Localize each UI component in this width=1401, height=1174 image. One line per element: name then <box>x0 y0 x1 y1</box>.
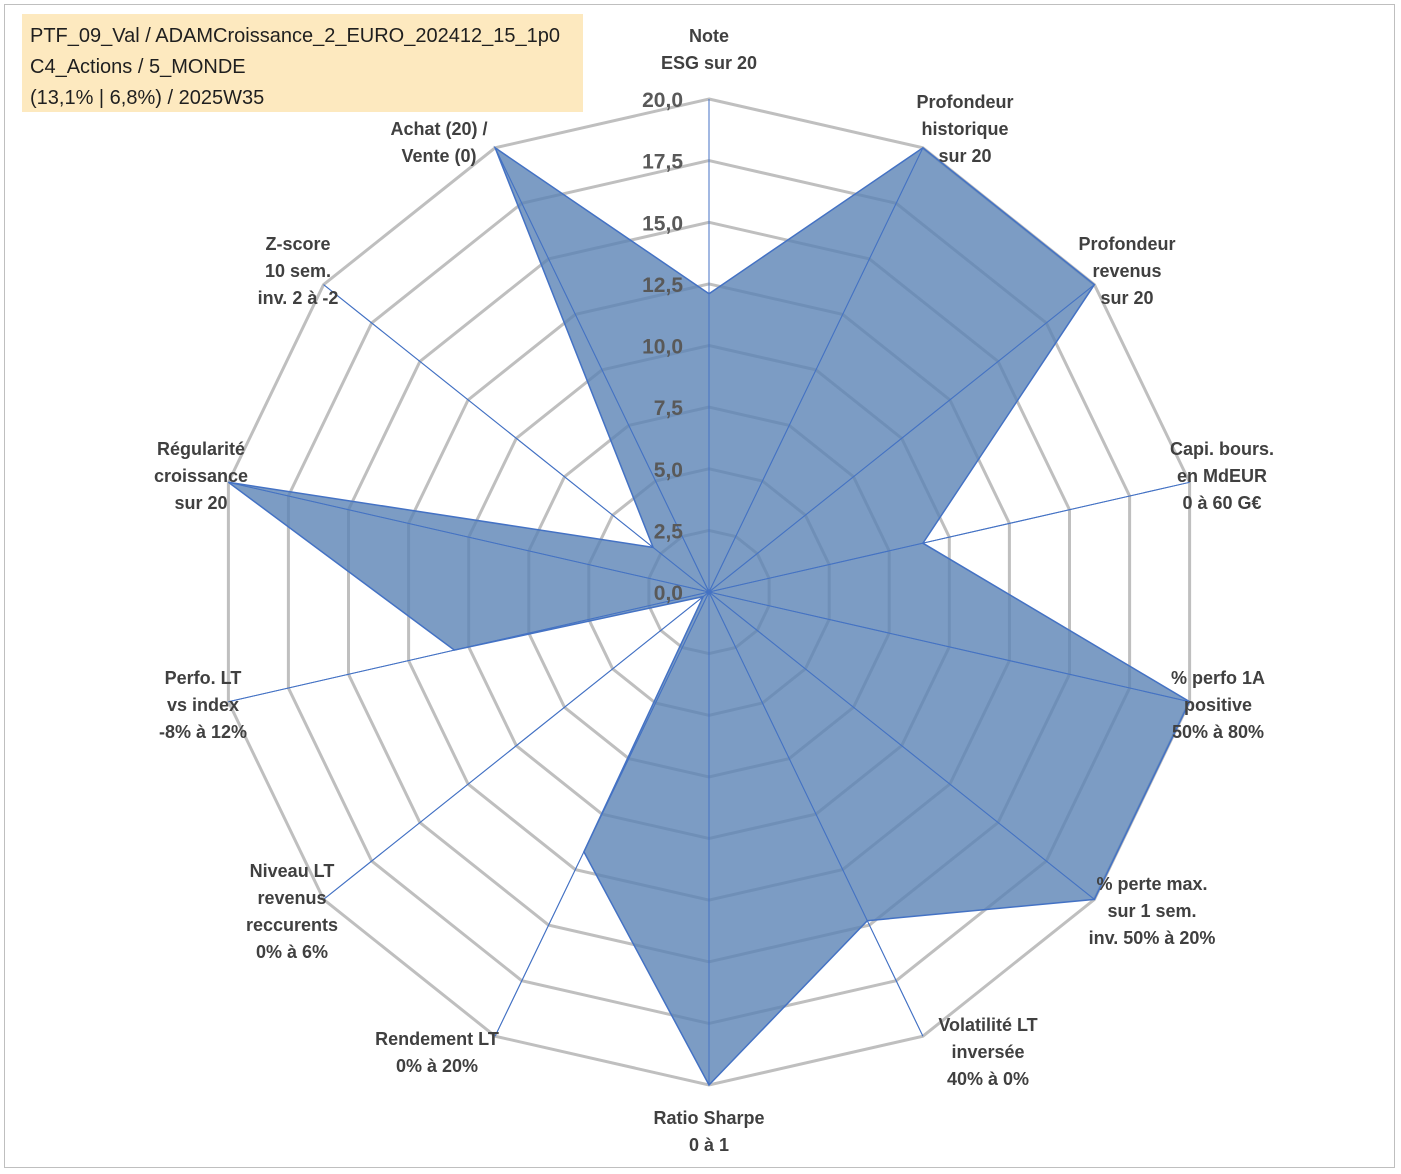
axis-spoke-overlay <box>494 147 710 593</box>
chart-frame <box>4 4 1395 1168</box>
axis-spoke-overlay <box>323 591 710 900</box>
tick-label: 12,5 <box>642 274 683 297</box>
asset-class: C4_Actions / 5_MONDE <box>30 56 246 78</box>
axis-label: Volatilité LT inversée 40% à 0% <box>938 1015 1037 1089</box>
portfolio-name: PTF_09_Val / ADAMCroissance_2_EURO_20241… <box>30 25 560 47</box>
axis-spoke-overlay <box>708 591 1190 703</box>
axis-label-line: Rendement LT <box>375 1029 499 1049</box>
axis-label-line: % perte max. <box>1096 874 1207 894</box>
axis-label: Régularité croissance sur 20 <box>154 439 248 513</box>
radial-tick-labels: 0,0 2,5 5,0 7,5 10,0 12,5 15,0 17,5 20,0 <box>642 89 683 605</box>
tick-label: 10,0 <box>642 336 683 359</box>
axis-label-line: Capi. bours. <box>1170 439 1274 459</box>
tick-label: 20,0 <box>642 89 683 112</box>
tick-label: 0,0 <box>654 582 683 605</box>
axis-label-line: Note <box>689 26 729 46</box>
axis-label-line: -8% à 12% <box>159 722 247 742</box>
axis-spoke-overlay <box>708 591 924 1037</box>
axis-label-line: Vente (0) <box>401 146 476 166</box>
axis-label-line: 40% à 0% <box>947 1069 1029 1089</box>
axis-label-line: 50% à 80% <box>1172 722 1264 742</box>
axis-label-line: inversée <box>951 1042 1024 1062</box>
axis-label-line: revenus <box>257 888 326 908</box>
axis-spoke-overlay <box>494 591 710 1037</box>
axis-spoke-overlay <box>708 591 1095 900</box>
axis-label-line: positive <box>1184 695 1252 715</box>
axis-label-line: inv. 2 à -2 <box>258 288 339 308</box>
axis-label-line: vs index <box>167 695 239 715</box>
axis-label-line: historique <box>921 119 1008 139</box>
axis-label-line: Profondeur <box>1079 234 1176 254</box>
axis-label: Profondeur historique sur 20 <box>917 92 1014 166</box>
axis-spoke-overlay <box>228 591 710 703</box>
axis-label-line: sur 20 <box>1100 288 1153 308</box>
axis-label-line: Z-score <box>265 234 330 254</box>
axis-label: Niveau LT revenus reccurents 0% à 6% <box>246 861 338 962</box>
axis-label: Note ESG sur 20 <box>661 26 757 73</box>
axis-label: % perte max. sur 1 sem. inv. 50% à 20% <box>1089 874 1216 948</box>
axis-labels: Note ESG sur 20 Profondeur historique sur 20… <box>154 26 1274 1155</box>
axis-label-line: Profondeur <box>917 92 1014 112</box>
axis-label-line: sur 20 <box>938 146 991 166</box>
axis-label-line: sur 1 sem. <box>1107 901 1196 921</box>
tick-label: 5,0 <box>654 459 683 482</box>
axis-label-line: 0% à 20% <box>396 1056 478 1076</box>
axis-label: Z-score 10 sem. inv. 2 à -2 <box>258 234 339 308</box>
portfolio-info-box: PTF_09_Val / ADAMCroissance_2_EURO_20241… <box>22 14 583 112</box>
axis-spoke-overlay <box>708 481 1190 593</box>
axis-label-line: Volatilité LT <box>938 1015 1037 1035</box>
axis-label-line: 10 sem. <box>265 261 331 281</box>
axis-label-line: revenus <box>1092 261 1161 281</box>
axis-label-line: en MdEUR <box>1177 466 1267 486</box>
axis-label-line: Perfo. LT <box>165 668 242 688</box>
axis-label-line: Ratio Sharpe <box>653 1108 764 1128</box>
axis-label: Rendement LT 0% à 20% <box>375 1029 499 1076</box>
axis-label-line: croissance <box>154 466 248 486</box>
axis-spoke-overlay <box>708 147 924 593</box>
tick-label: 2,5 <box>654 520 684 543</box>
axis-label: Perfo. LT vs index -8% à 12% <box>159 668 247 742</box>
axis-label: Capi. bours. en MdEUR 0 à 60 G€ <box>1170 439 1274 513</box>
axis-spoke-overlay <box>228 481 710 593</box>
tick-label: 7,5 <box>654 397 684 420</box>
axis-label-line: % perfo 1A <box>1171 668 1265 688</box>
axis-label: Profondeur revenus sur 20 <box>1079 234 1176 308</box>
axis-spoke-overlay <box>323 284 710 593</box>
axis-label-line: sur 20 <box>174 493 227 513</box>
axis-label: % perfo 1A positive 50% à 80% <box>1171 668 1265 742</box>
tick-label: 17,5 <box>642 151 683 174</box>
axis-label-line: 0% à 6% <box>256 942 328 962</box>
axis-spoke-overlay <box>708 284 1095 593</box>
axis-label-line: reccurents <box>246 915 338 935</box>
axis-label-line: 0 à 1 <box>689 1135 729 1155</box>
axis-label-line: Achat (20) / <box>390 119 487 139</box>
axis-label-line: Niveau LT <box>250 861 335 881</box>
axis-label-line: inv. 50% à 20% <box>1089 928 1216 948</box>
axis-label-line: ESG sur 20 <box>661 53 757 73</box>
tick-label: 15,0 <box>642 212 683 235</box>
axis-label-line: Régularité <box>157 439 245 459</box>
radar-series <box>227 99 1191 1087</box>
performance-week: (13,1% | 6,8%) / 2025W35 <box>30 87 265 109</box>
axis-label: Ratio Sharpe 0 à 1 <box>653 1108 764 1155</box>
axis-label-line: 0 à 60 G€ <box>1182 493 1261 513</box>
